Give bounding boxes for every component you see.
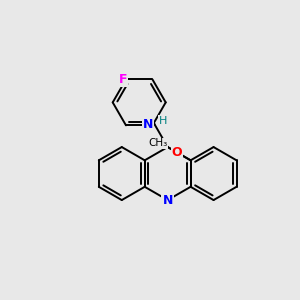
Text: O: O xyxy=(171,146,182,159)
Text: H: H xyxy=(158,116,167,126)
Text: N: N xyxy=(163,194,173,207)
Text: F: F xyxy=(119,73,127,86)
Text: N: N xyxy=(142,118,153,130)
Text: CH₃: CH₃ xyxy=(149,138,168,148)
